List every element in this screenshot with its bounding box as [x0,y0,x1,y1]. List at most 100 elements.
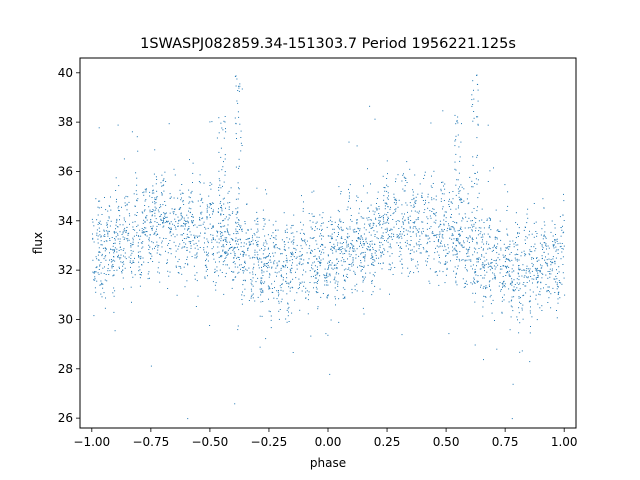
flare-point [236,226,238,227]
data-point [257,244,259,246]
data-point [485,296,487,298]
data-point [199,174,201,176]
data-point [241,303,243,305]
data-point [233,261,235,263]
data-point [352,246,353,248]
data-point [413,197,415,199]
flare-point [221,127,223,129]
data-point [220,256,222,258]
data-point [329,281,331,283]
flare-point [476,156,478,158]
data-point [131,270,133,272]
data-point [427,193,429,195]
data-point [192,220,194,222]
data-point [296,264,298,266]
data-point [94,287,96,289]
data-point [451,202,453,204]
data-point [397,174,399,176]
data-point [169,193,171,195]
data-point [151,255,153,257]
data-point [414,202,416,204]
data-point [384,249,386,251]
data-point [502,296,503,298]
data-point [276,265,278,267]
data-point [132,237,134,239]
data-point [139,229,141,231]
data-point [247,238,249,240]
data-point [198,240,200,242]
data-point [482,306,484,308]
data-point [489,235,491,237]
data-point [143,231,145,233]
data-point [529,310,531,312]
data-point [260,258,262,260]
data-point [226,244,227,245]
data-point [543,242,545,244]
data-point [125,258,127,260]
data-point [252,293,254,295]
data-point [551,268,553,270]
data-point [275,238,277,240]
data-point [146,219,148,221]
data-point [435,195,437,197]
data-point [160,182,162,184]
flare-point [457,116,459,118]
flare-point [225,128,226,130]
data-point [478,257,480,259]
data-point [458,243,460,245]
data-point [154,149,156,151]
flare-point [471,94,473,96]
data-point [202,217,204,219]
data-point [92,237,94,239]
data-point [244,223,246,225]
data-point [501,268,503,270]
data-point [177,261,179,263]
data-point [387,218,389,219]
data-point [130,245,132,247]
data-point [218,261,220,263]
flare-point [220,147,222,149]
data-point [427,218,429,220]
data-point [100,272,102,274]
data-point [434,252,436,254]
data-point [431,199,433,201]
data-point [184,225,186,227]
data-point [391,229,393,231]
data-point [542,257,543,259]
data-point [181,217,183,219]
data-point [221,208,223,210]
data-point [249,257,251,259]
data-point [243,295,245,297]
data-point [475,230,476,232]
data-point [327,294,329,296]
data-point [457,188,459,190]
flare-point [238,193,240,195]
data-point [268,298,269,300]
data-point [469,246,471,248]
data-point [533,222,535,224]
data-point [316,221,318,223]
data-point [496,230,498,232]
data-point [484,265,486,267]
data-point [348,200,349,202]
data-point [105,209,107,211]
data-point [308,294,309,296]
data-point [144,234,146,236]
data-point [218,242,220,244]
data-point [221,246,223,248]
data-point [191,256,193,257]
data-point [347,245,349,247]
flare-point [220,156,222,158]
data-point [114,247,116,249]
data-point [374,235,376,237]
data-point [367,246,369,247]
data-point [455,250,457,252]
data-point [264,235,266,237]
data-point [188,189,190,191]
data-point [459,199,461,201]
data-point [278,290,279,291]
data-point [148,252,150,254]
data-point [144,209,146,211]
data-point [384,190,386,192]
data-point [249,241,251,243]
